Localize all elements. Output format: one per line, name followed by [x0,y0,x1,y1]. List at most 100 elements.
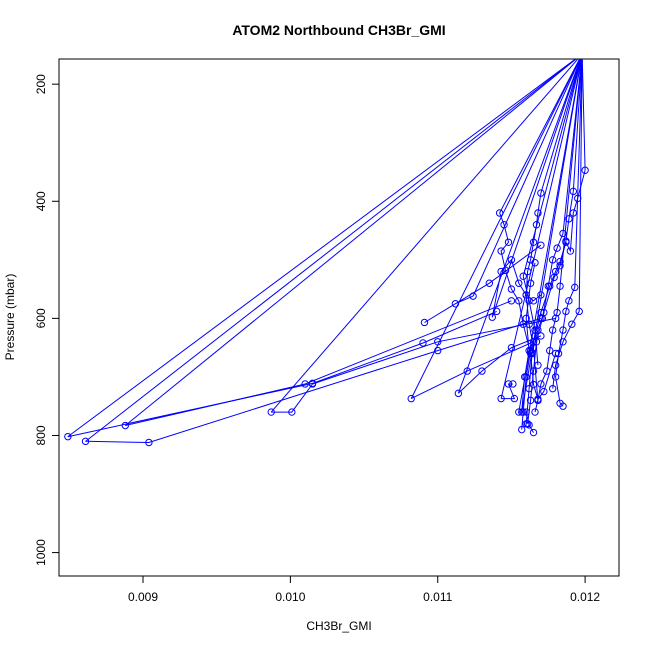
profile-series [454,59,581,398]
series-line-upper [85,59,577,442]
data-point [522,408,530,416]
series-line [522,276,539,366]
y-axis: 200 400 600 800 1000 [34,74,59,566]
data-point [546,346,554,355]
series-line-upper [499,59,581,214]
data-point [534,361,542,369]
data-point [529,428,538,437]
data-point [537,241,545,249]
data-point [534,209,542,217]
series-line [458,335,542,394]
series-line-upper [270,59,579,413]
series-line-upper [518,59,582,413]
series-line [410,341,534,400]
profile-series [515,59,582,437]
data-point [569,187,578,196]
data-point [301,380,309,388]
data-point [562,237,570,245]
data-point [559,229,567,238]
series-layer [64,59,589,447]
y-axis-label: Pressure (mbar) [3,274,17,361]
data-point [537,332,545,340]
data-point [519,272,527,280]
data-point [485,279,494,287]
data-point [518,425,526,434]
data-point [531,326,539,334]
data-point [556,282,564,290]
series-line [67,310,497,438]
data-point [571,283,579,292]
series-line-upper [581,59,586,171]
data-point [525,421,533,429]
profile-series [497,59,582,403]
data-point [515,279,523,287]
profile-series [534,59,583,405]
data-point [559,402,567,410]
data-point [507,256,516,264]
series-line [501,383,516,400]
data-point [145,438,153,447]
data-point [522,314,530,323]
data-point [581,166,589,174]
data-point [308,380,317,388]
profile-series [121,59,577,430]
data-point [531,408,539,416]
data-point [420,318,429,327]
series-line-upper [410,59,581,399]
data-point [534,396,542,405]
series-line-upper [472,59,581,297]
data-point [478,367,486,375]
data-point [548,384,557,393]
profile-series [407,59,581,403]
profile-series [420,59,581,327]
data-point [288,408,296,416]
x-tick-label: 0.009 [128,590,158,604]
y-tick-label: 1000 [34,539,48,566]
series-line [555,287,576,407]
data-point [548,326,557,334]
data-point [566,247,575,255]
data-point [526,396,535,405]
data-point [540,387,548,396]
series-line-upper [572,59,583,192]
profile-series [267,59,579,416]
data-point [575,307,583,316]
x-tick-label: 0.012 [570,590,600,604]
data-point [492,307,501,316]
series-line-upper [67,59,577,438]
data-point [565,215,573,223]
series-line [552,311,580,389]
series-line [125,300,512,426]
plot-frame [58,58,620,577]
data-point [407,394,415,403]
series-line [271,317,556,413]
data-point [537,189,545,197]
profile-series [519,59,582,369]
series-line-upper [522,59,582,277]
y-tick-label: 800 [34,425,48,445]
y-tick-label: 600 [34,308,48,328]
data-point [454,389,463,398]
data-point [64,432,72,441]
data-point [81,437,90,446]
series-line-upper [559,59,583,287]
x-axis: 0.009 0.010 0.011 0.012 [128,576,600,604]
data-point [507,343,516,352]
data-point [551,361,560,369]
data-point [469,292,477,300]
profile-series [551,59,583,410]
data-point [504,238,513,246]
data-point [562,307,570,316]
series-line [537,286,561,401]
data-point [565,297,573,305]
series-line-upper [574,59,583,288]
series-line [424,244,542,323]
data-point [419,339,427,347]
data-point [526,279,535,287]
data-point [556,261,564,270]
data-point [497,394,505,403]
data-point [510,394,519,403]
data-point [543,367,551,375]
data-point [509,380,517,388]
